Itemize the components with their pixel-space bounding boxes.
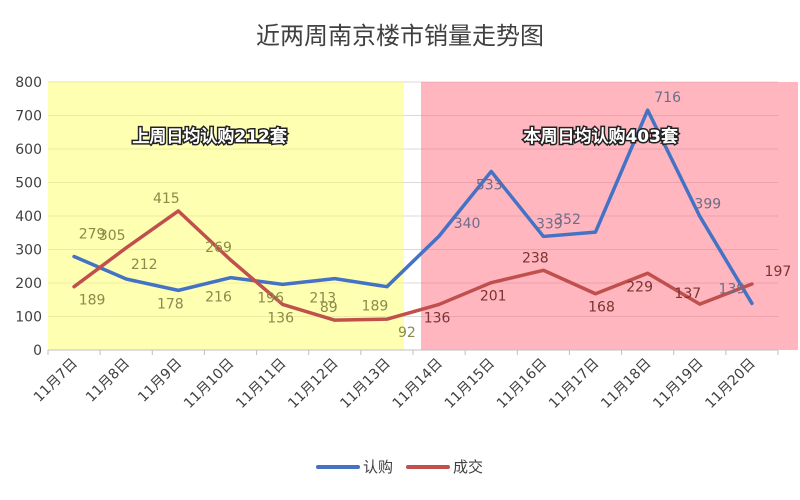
data-label: 212 [131, 257, 158, 273]
data-label: 340 [454, 216, 481, 232]
data-label: 168 [588, 300, 615, 316]
data-label: 716 [654, 90, 681, 106]
legend-label: 成交 [453, 458, 483, 476]
data-label: 89 [320, 300, 338, 316]
data-label: 229 [626, 279, 653, 295]
y-tick-label: 0 [33, 343, 42, 359]
data-label: 137 [674, 286, 701, 302]
region-annotation: 本周日均认购403套 [523, 126, 678, 147]
data-label: 399 [694, 196, 721, 212]
y-tick-label: 600 [15, 142, 42, 158]
chart-title: 近两周南京楼市销量走势图 [256, 22, 544, 50]
data-label: 136 [424, 310, 451, 326]
y-tick-label: 500 [15, 176, 42, 192]
y-tick-label: 300 [15, 243, 42, 259]
y-tick-label: 400 [15, 209, 42, 225]
region-annotation: 上周日均认购212套 [132, 126, 287, 147]
series-lines [72, 108, 754, 322]
region-band [48, 82, 404, 350]
data-label: 189 [362, 299, 389, 315]
data-label: 189 [79, 293, 106, 309]
data-label: 305 [99, 228, 126, 244]
series-line-subscription [72, 108, 754, 306]
data-label: 197 [765, 264, 792, 280]
y-tick-label: 800 [15, 75, 42, 91]
data-label: 213 [309, 291, 336, 307]
data-label: 533 [476, 177, 503, 193]
data-label: 352 [554, 212, 581, 228]
legend: 认购 成交 [316, 458, 483, 476]
data-label: 269 [205, 240, 232, 256]
data-label: 216 [205, 290, 232, 306]
series-line-transaction [72, 209, 754, 322]
data-label: 339 [536, 216, 563, 232]
highlight-regions [48, 82, 798, 350]
legend-label: 认购 [363, 458, 393, 476]
data-label: 279 [79, 227, 106, 243]
data-label: 201 [480, 289, 507, 305]
data-label: 92 [398, 325, 416, 341]
y-tick-label: 100 [15, 310, 42, 326]
region-annotations: 上周日均认购212套 本周日均认购403套 [131, 125, 681, 149]
data-label: 415 [153, 191, 180, 207]
data-label: 196 [257, 290, 284, 306]
data-label: 139 [719, 281, 746, 297]
data-label: 238 [522, 250, 549, 266]
region-band [421, 82, 798, 350]
data-label: 136 [267, 310, 294, 326]
y-tick-label: 200 [15, 276, 42, 292]
data-label: 178 [157, 296, 184, 312]
y-tick-label: 700 [15, 109, 42, 125]
